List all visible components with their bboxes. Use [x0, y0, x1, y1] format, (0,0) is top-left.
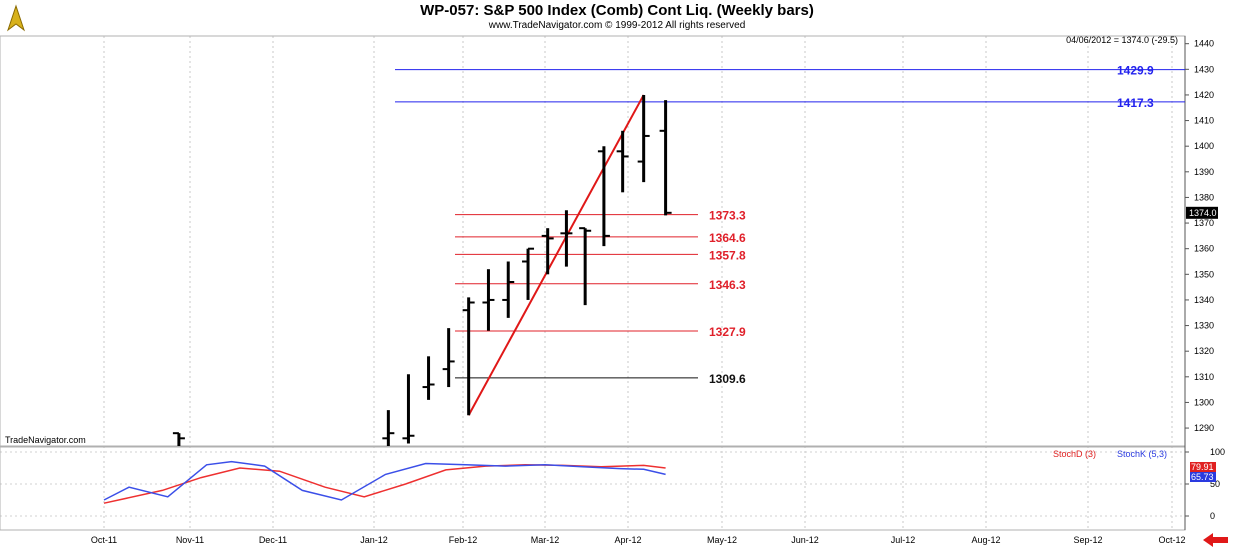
copyright-text: www.TradeNavigator.com © 1999-2012 All r…: [488, 20, 746, 31]
price-tick-label: 1290: [1194, 423, 1214, 433]
month-tick-label: Oct-12: [1158, 535, 1185, 545]
price-tick-label: 1360: [1194, 244, 1214, 254]
stochk-legend: StochK (5,3): [1117, 449, 1167, 459]
price-tick-label: 1370: [1194, 218, 1214, 228]
stoch-tick-label: 100: [1210, 447, 1225, 457]
month-tick-label: Oct-11: [91, 535, 117, 545]
price-tick-label: 1430: [1194, 64, 1214, 74]
price-tick-label: 1320: [1194, 346, 1214, 356]
level-label: 1346.3: [709, 278, 746, 292]
ohlc-bar: [616, 130, 629, 193]
stochd-tag-bg: [1190, 462, 1216, 472]
ohlc-bar: [522, 247, 535, 300]
price-tick-label: 1390: [1194, 167, 1214, 177]
last-price-info: 04/06/2012 = 1374.0 (-29.5): [1066, 35, 1178, 45]
chart-title: WP-057: S&P 500 Index (Comb) Cont Liq. (…: [420, 2, 814, 19]
stoch-series-line: [103, 460, 666, 501]
level-label: 1429.9: [1117, 64, 1154, 78]
price-tick-label: 1300: [1194, 397, 1214, 407]
scroll-arrow-icon: [1203, 533, 1228, 547]
pane-frames: [0, 35, 1186, 531]
price-tick-label: 1350: [1194, 269, 1214, 279]
month-tick-label: Mar-12: [531, 535, 560, 545]
ohlc-bar: [597, 146, 610, 247]
month-tick-label: Dec-11: [259, 535, 287, 545]
ohlc-bar: [462, 297, 475, 416]
level-label: 1327.9: [709, 325, 746, 339]
price-pane-frame: [0, 35, 1186, 447]
price-tag-bg: [1186, 206, 1218, 219]
price-tick-label: 1380: [1194, 192, 1214, 202]
stochd-legend: StochD (3): [1053, 449, 1096, 459]
stoch-tick-label: 0: [1210, 511, 1215, 521]
ohlc-bar: [541, 228, 554, 275]
stochk-tag-bg: [1190, 472, 1216, 482]
price-tick-label: 1310: [1194, 372, 1214, 382]
ohlc-bar: [482, 269, 495, 331]
stoch-tick-label: 50: [1210, 479, 1220, 489]
month-tick-label: Jul-12: [891, 535, 916, 545]
level-label: 1357.8: [709, 248, 746, 262]
trend-line: [467, 94, 645, 416]
month-tick-label: Nov-11: [176, 535, 204, 545]
title-bar: WP-057: S&P 500 Index (Comb) Cont Liq. (…: [0, 0, 1234, 36]
price-tick-label: 1420: [1194, 90, 1214, 100]
ohlc-bar: [382, 410, 395, 446]
month-tick-label: Jan-12: [360, 535, 388, 545]
ohlc-bar: [442, 328, 455, 388]
grid-lines: [0, 36, 1185, 530]
month-tick-label: Jun-12: [791, 535, 819, 545]
watermark-text: TradeNavigator.com: [5, 435, 86, 445]
ohlc-bar: [659, 100, 672, 216]
month-tick-label: Sep-12: [1073, 535, 1102, 545]
month-tick-label: Feb-12: [449, 535, 478, 545]
tradenavigator-logo-icon: [7, 4, 25, 32]
ohlc-bar: [502, 261, 515, 318]
price-tick-label: 1340: [1194, 295, 1214, 305]
trend-line-segment: [467, 94, 645, 416]
ohlc-bar: [422, 356, 435, 400]
price-tick-label: 1440: [1194, 39, 1214, 49]
ohlc-bar: [560, 210, 573, 267]
price-tick-label: 1330: [1194, 321, 1214, 331]
price-tick-label: 1400: [1194, 141, 1214, 151]
level-label: 1309.6: [709, 372, 746, 386]
ohlc-bar: [172, 432, 185, 446]
price-bars: [172, 94, 672, 446]
month-tick-label: May-12: [707, 535, 737, 545]
month-tick-label: Aug-12: [971, 535, 1000, 545]
axes: 1290 1300 1310 1320 1330 1340 1350 1360 1370 1380…: [91, 39, 1225, 545]
level-label: 1373.3: [709, 209, 746, 223]
price-tag: 1374.0: [1189, 208, 1217, 218]
month-tick-label: Apr-12: [614, 535, 641, 545]
stochastic-pane: [103, 460, 666, 504]
stochk-tag: 65.73: [1191, 472, 1214, 482]
level-label: 1417.3: [1117, 96, 1154, 110]
price-levels: 1429.9 1417.3 1373.3 1364.6 1357.8 1346.3 1327…: [395, 64, 1185, 386]
stochd-tag: 79.91: [1191, 462, 1214, 472]
ohlc-bar: [402, 374, 415, 444]
ohlc-bar: [579, 227, 592, 306]
ohlc-bar: [637, 94, 650, 183]
level-label: 1364.6: [709, 231, 746, 245]
price-tick-label: 1410: [1194, 116, 1214, 126]
